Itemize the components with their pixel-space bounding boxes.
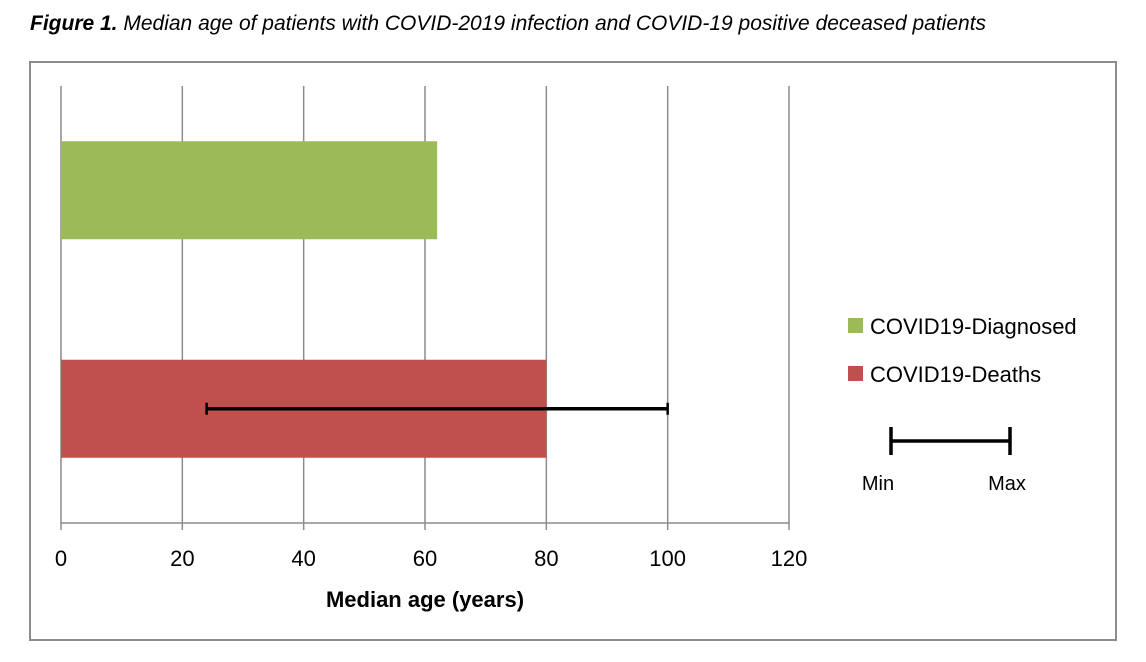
range-legend-max-label: Max [988, 473, 1026, 495]
bar-0 [61, 141, 438, 240]
legend-swatch-0 [848, 318, 863, 333]
x-tick-label-0: 0 [55, 546, 67, 571]
x-tick-label-3: 60 [413, 546, 437, 571]
legend: COVID19-Diagnosed COVID19-Deaths Min Max [848, 314, 1077, 495]
range-legend-min-label: Min [862, 473, 894, 495]
figure-title-prefix: Figure 1. [30, 12, 118, 35]
x-axis: 0 20 40 60 80 100 120 [55, 522, 808, 571]
legend-label-1: COVID19-Deaths [870, 362, 1041, 387]
x-tick-label-4: 80 [534, 546, 558, 571]
figure-title: Figure 1. Median age of patients with CO… [30, 12, 986, 36]
x-tick-label-6: 120 [771, 546, 808, 571]
bars [61, 141, 669, 458]
x-tick-label-2: 40 [291, 546, 315, 571]
chart-frame [29, 61, 1117, 641]
x-tick-label-5: 100 [649, 546, 686, 571]
x-tick-label-1: 20 [170, 546, 194, 571]
figure-title-text: Median age of patients with COVID-2019 i… [117, 12, 987, 35]
x-axis-title: Median age (years) [326, 587, 524, 612]
legend-swatch-1 [848, 366, 863, 381]
legend-label-0: COVID19-Diagnosed [870, 314, 1077, 339]
